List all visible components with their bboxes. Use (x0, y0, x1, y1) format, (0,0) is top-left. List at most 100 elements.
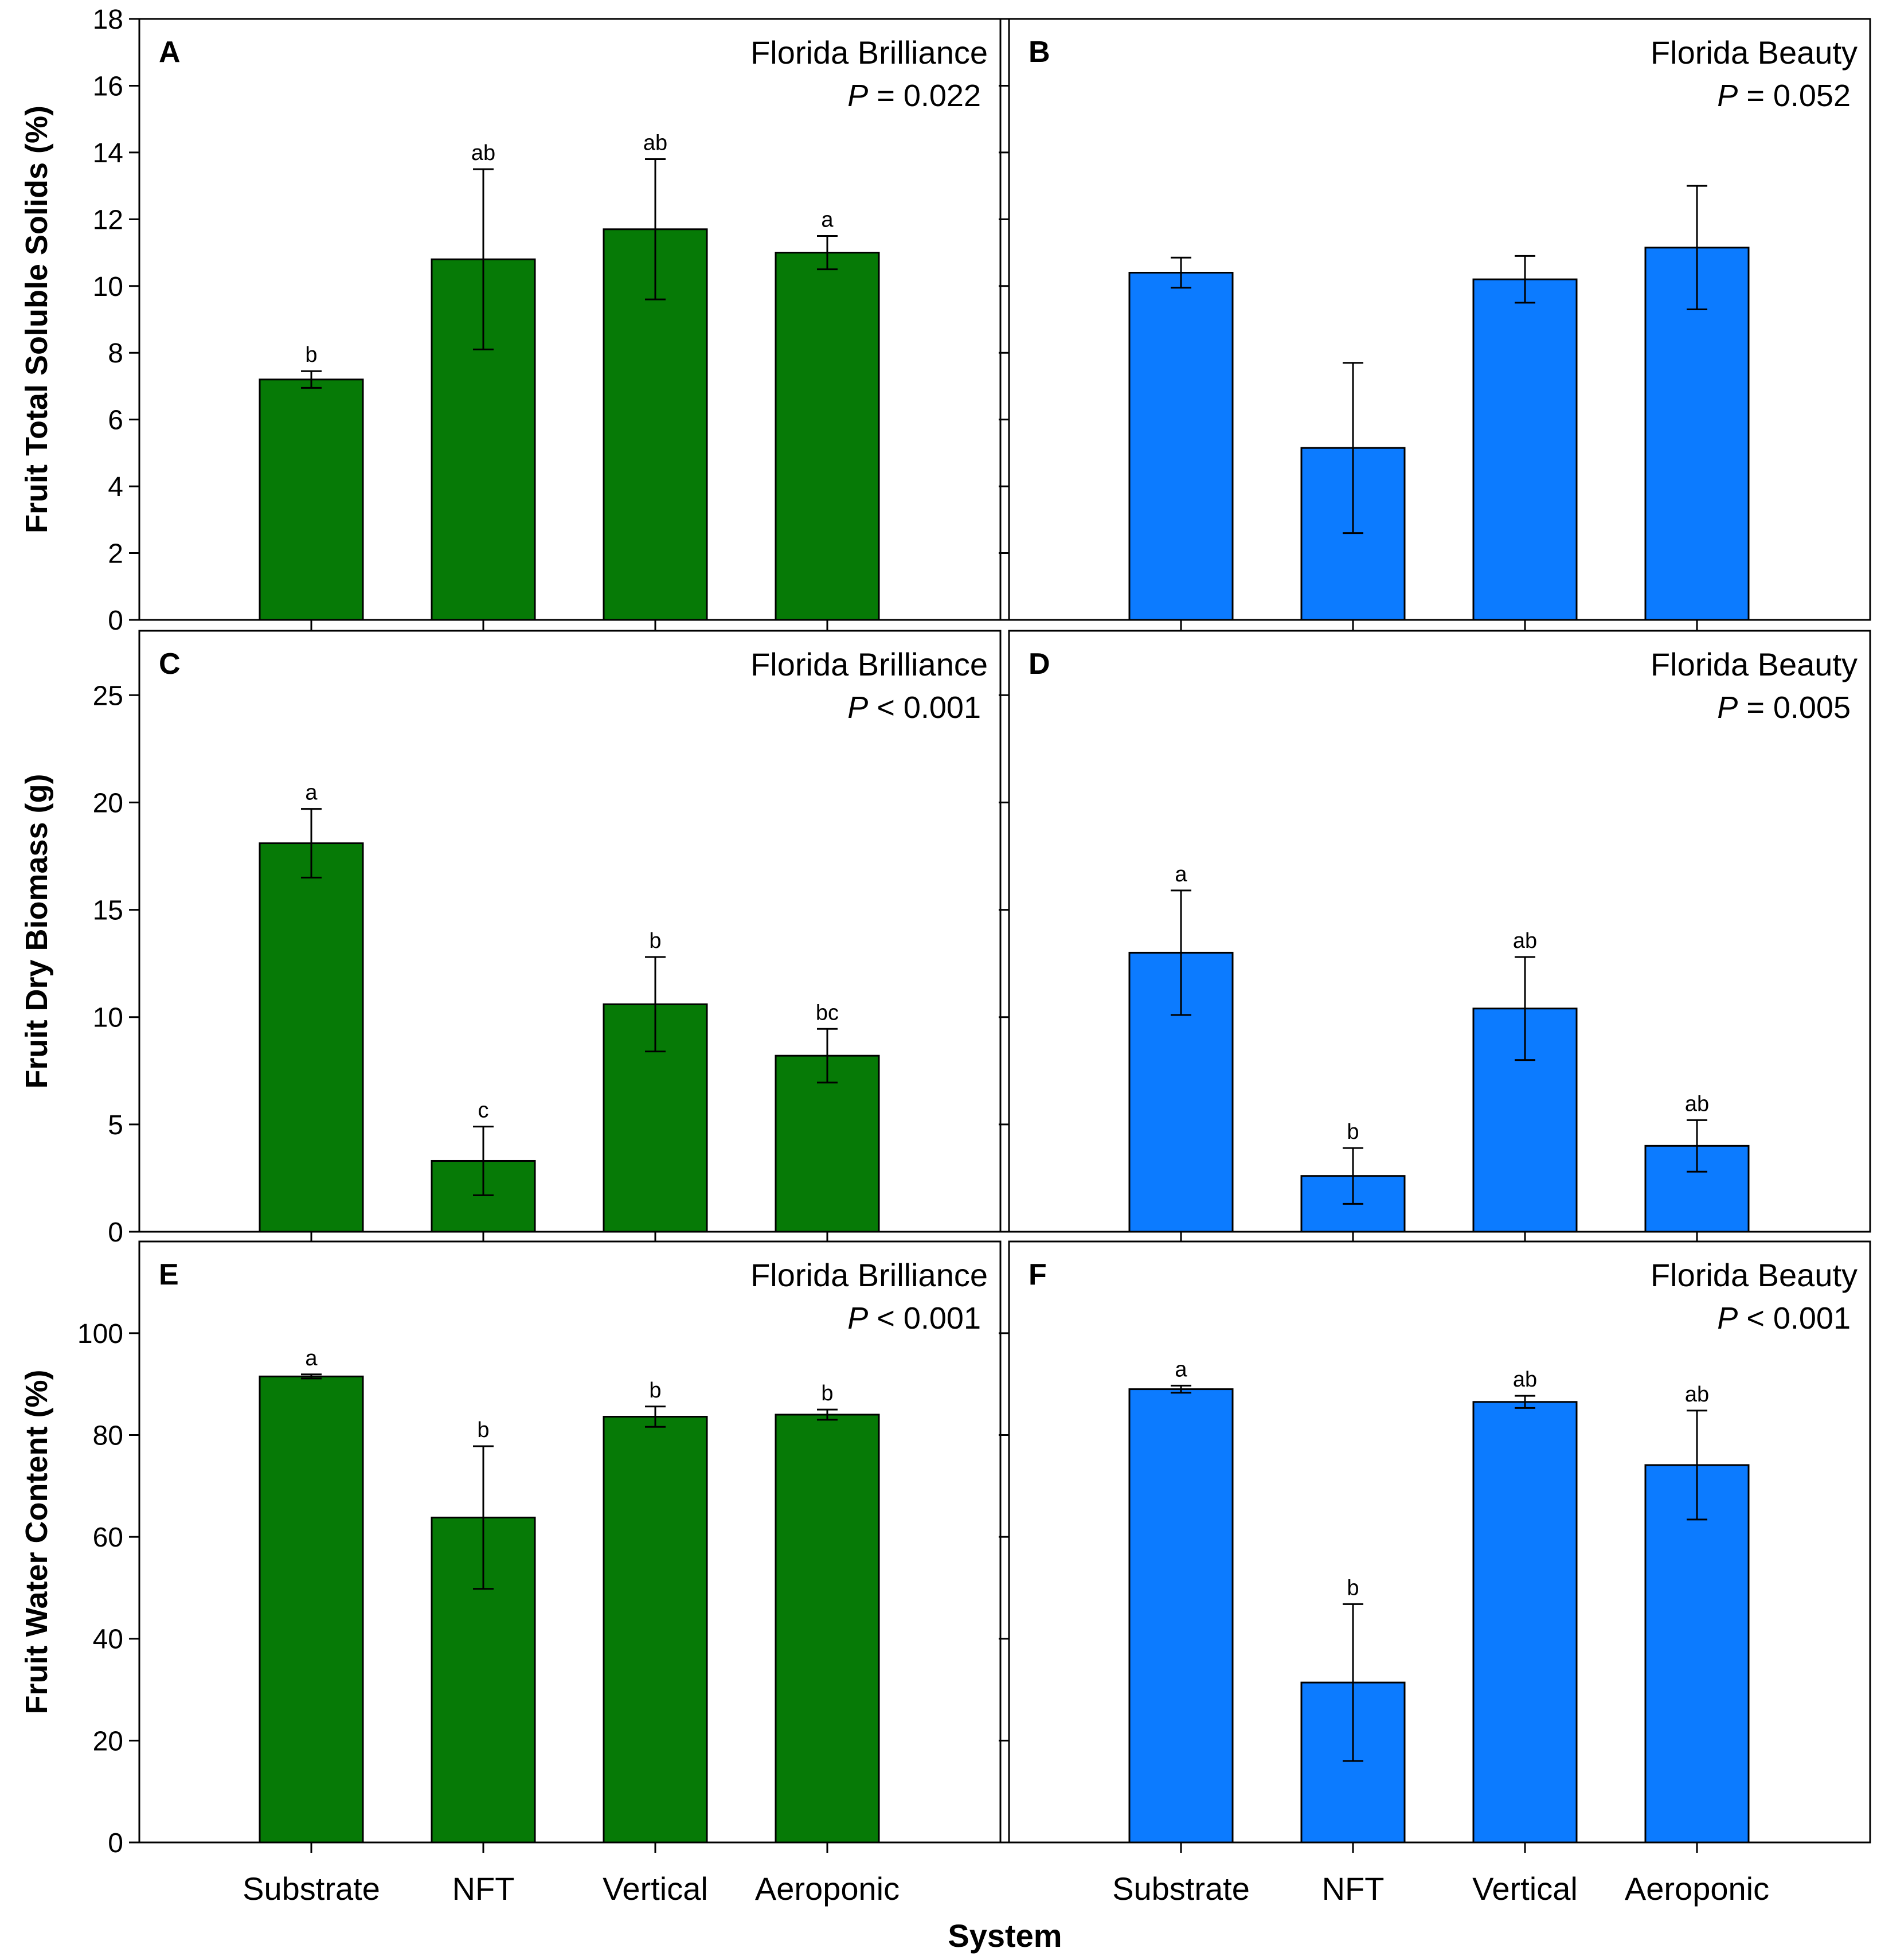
bar-substrate (1128, 271, 1234, 621)
p-symbol: P (847, 690, 868, 725)
p-symbol: P (1717, 1301, 1738, 1336)
cultivar-name: Florida Brilliance (750, 646, 988, 682)
significance-letter: ab (1685, 1383, 1709, 1407)
p-value: P = 0.022 (847, 79, 981, 113)
bar-aeroponic (1644, 1464, 1750, 1844)
y-tick-label: 60 (93, 1522, 123, 1553)
p-value-text: < 0.001 (868, 1301, 981, 1336)
significance-letter: ab (1513, 929, 1537, 953)
bar-aeroponic (775, 1414, 880, 1844)
panel-e: 0 20 40 60 80 100 a Substrate b NFT b Vertical b Aero… (19, 1240, 1002, 1907)
bar-vertical (603, 1416, 708, 1844)
significance-letter: ab (471, 141, 495, 165)
significance-letter: b (649, 1379, 661, 1403)
panel-letter: E (159, 1258, 179, 1291)
panel-e-frame (138, 1240, 1002, 1844)
p-value-text: = 0.052 (1738, 79, 1851, 113)
cultivar-name: Florida Brilliance (750, 1257, 988, 1293)
bar-substrate (259, 1375, 364, 1844)
category-label: Aeroponic (1625, 1871, 1769, 1907)
panel-c: 0 5 10 15 20 25 a c b bc C Florida Brilliance P < 0.… (19, 630, 1002, 1248)
significance-letter: ab (1685, 1092, 1709, 1116)
y-tick-label: 0 (108, 1217, 123, 1248)
y-tick-label: 12 (93, 205, 123, 235)
p-value-text: = 0.022 (868, 79, 981, 113)
significance-letter: c (478, 1099, 489, 1123)
bar-substrate (259, 378, 364, 621)
p-symbol: P (847, 79, 868, 113)
cultivar-name: Florida Beauty (1651, 34, 1858, 71)
p-value: P = 0.052 (1717, 79, 1851, 113)
bar-aeroponic (775, 1055, 880, 1233)
significance-letter: b (477, 1418, 489, 1442)
panel-c-frame (138, 630, 1002, 1233)
significance-letter: b (305, 343, 317, 367)
p-symbol: P (847, 1301, 868, 1336)
p-value: P = 0.005 (1717, 690, 1851, 725)
panel-letter: A (159, 36, 181, 69)
p-symbol: P (1717, 79, 1738, 113)
bar-vertical (1472, 278, 1578, 621)
panel-a-frame (138, 18, 1002, 621)
x-axis-label: System (948, 1918, 1062, 1954)
significance-letter: ab (1513, 1368, 1537, 1392)
panel-f: a Substrate b NFT ab Vertical ab Aeroponic F Flor… (999, 1240, 1871, 1907)
y-axis-label: Fruit Dry Biomass (g) (19, 774, 54, 1088)
y-tick-label: 8 (108, 338, 123, 369)
p-value: P < 0.001 (847, 690, 981, 725)
y-tick-label: 40 (93, 1625, 123, 1655)
p-value-text: < 0.001 (1738, 1301, 1851, 1336)
category-label: Vertical (603, 1871, 708, 1907)
panel-f-frame (1008, 1240, 1871, 1844)
significance-letter: a (821, 208, 834, 232)
category-label: Substrate (1112, 1871, 1250, 1907)
p-value: P < 0.001 (1717, 1301, 1851, 1336)
significance-letter: bc (816, 1001, 839, 1025)
p-value-text: < 0.001 (868, 690, 981, 725)
category-label: NFT (1322, 1871, 1385, 1907)
y-tick-label: 20 (93, 788, 123, 818)
p-value: P < 0.001 (847, 1301, 981, 1336)
significance-letter: a (305, 1346, 318, 1371)
y-tick-label: 100 (77, 1319, 123, 1349)
panel-d-frame (1008, 630, 1871, 1233)
p-symbol: P (1717, 690, 1738, 725)
significance-letter: ab (643, 131, 667, 155)
category-label: Aeroponic (755, 1871, 900, 1907)
y-tick-label: 10 (93, 272, 123, 302)
panel-letter: F (1029, 1258, 1047, 1291)
p-value-text: = 0.005 (1738, 690, 1851, 725)
y-tick-label: 0 (108, 606, 123, 636)
y-tick-label: 25 (93, 681, 123, 711)
y-tick-label: 15 (93, 896, 123, 926)
y-tick-label: 18 (93, 5, 123, 35)
y-tick-label: 4 (108, 472, 123, 502)
category-label: Substrate (243, 1871, 380, 1907)
y-tick-label: 20 (93, 1726, 123, 1756)
cultivar-name: Florida Beauty (1651, 646, 1858, 682)
panel-letter: B (1029, 36, 1050, 69)
y-tick-label: 10 (93, 1003, 123, 1033)
y-tick-label: 6 (108, 405, 123, 436)
significance-letter: a (1175, 862, 1187, 887)
panel-b-frame (1008, 18, 1871, 621)
y-axis-label: Fruit Water Content (%) (19, 1370, 54, 1715)
bar-substrate (1128, 1388, 1234, 1844)
bar-aeroponic (775, 252, 880, 621)
panel-b: B Florida Beauty P = 0.052 (999, 18, 1871, 630)
panel-letter: C (159, 647, 181, 681)
significance-letter: a (1175, 1357, 1187, 1381)
panel-letter: D (1029, 647, 1050, 681)
significance-letter: b (1347, 1576, 1359, 1600)
cultivar-name: Florida Brilliance (750, 34, 988, 71)
y-tick-label: 16 (93, 71, 123, 101)
significance-letter: b (1347, 1120, 1359, 1144)
y-tick-label: 2 (108, 539, 123, 569)
significance-letter: b (649, 929, 661, 953)
category-label: Vertical (1472, 1871, 1578, 1907)
significance-letter: b (821, 1381, 833, 1405)
y-tick-label: 5 (108, 1110, 123, 1141)
category-label: NFT (452, 1871, 515, 1907)
